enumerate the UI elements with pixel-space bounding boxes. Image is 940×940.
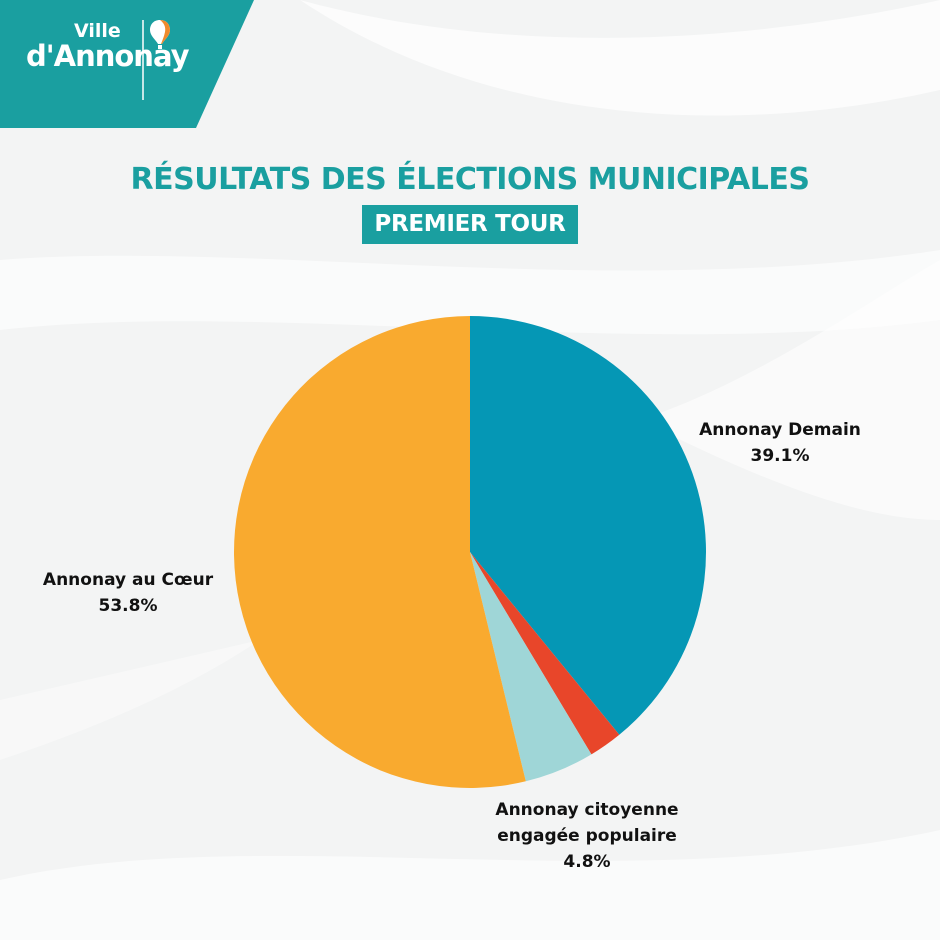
slice-name-annonay-au-coeur: Annonay au Cœur xyxy=(42,570,214,590)
pie-slice-annonay-au-coeur xyxy=(234,316,526,788)
slice-value-annonay-citoyenne: 4.8% xyxy=(563,852,611,872)
slice-label-annonay-demain: Annonay Demain 39.1% xyxy=(685,417,875,469)
logo-banner xyxy=(0,0,254,128)
pie-slice-annonay-citoyenne xyxy=(470,552,592,782)
page-title: RÉSULTATS DES ÉLECTIONS MUNICIPALES xyxy=(130,162,810,197)
pie-slice-red-list xyxy=(470,552,620,755)
slice-name-annonay-demain: Annonay Demain xyxy=(699,420,861,440)
logo-text-annonay: d'Annonay xyxy=(26,39,190,73)
subtitle-wrapper: PREMIER TOUR xyxy=(0,205,940,244)
pie-slice-annonay-demain xyxy=(470,316,706,735)
slice-label-annonay-au-coeur: Annonay au Cœur 53.8% xyxy=(28,567,228,619)
slice-value-annonay-au-coeur: 53.8% xyxy=(98,596,158,616)
logo-text-ville: Ville xyxy=(74,20,121,42)
balloon-icon xyxy=(150,20,170,49)
slice-label-annonay-citoyenne: Annonay citoyenne engagée populaire 4.8% xyxy=(472,797,702,875)
logo-divider xyxy=(142,20,144,100)
slice-value-annonay-demain: 39.1% xyxy=(750,446,810,466)
slice-name-annonay-citoyenne-line1: Annonay citoyenne xyxy=(495,800,679,820)
slice-name-annonay-citoyenne-line2: engagée populaire xyxy=(497,826,677,846)
subtitle-badge: PREMIER TOUR xyxy=(362,205,578,244)
